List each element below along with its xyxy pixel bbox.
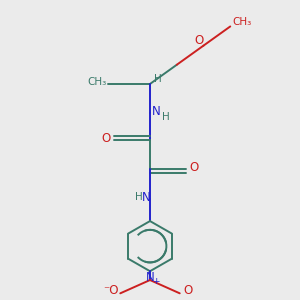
Text: H: H	[154, 74, 162, 84]
Text: N: N	[146, 271, 154, 284]
Text: N: N	[152, 106, 161, 118]
Text: O: O	[183, 284, 193, 298]
Text: H: H	[135, 193, 142, 202]
Text: CH₃: CH₃	[88, 77, 107, 88]
Text: N: N	[142, 191, 151, 204]
Text: O: O	[194, 34, 204, 47]
Text: O: O	[101, 132, 111, 145]
Text: H: H	[163, 112, 170, 122]
Text: +: +	[152, 277, 159, 286]
Text: ⁻O: ⁻O	[103, 284, 118, 298]
Text: CH₃: CH₃	[232, 17, 251, 27]
Text: O: O	[189, 161, 199, 175]
